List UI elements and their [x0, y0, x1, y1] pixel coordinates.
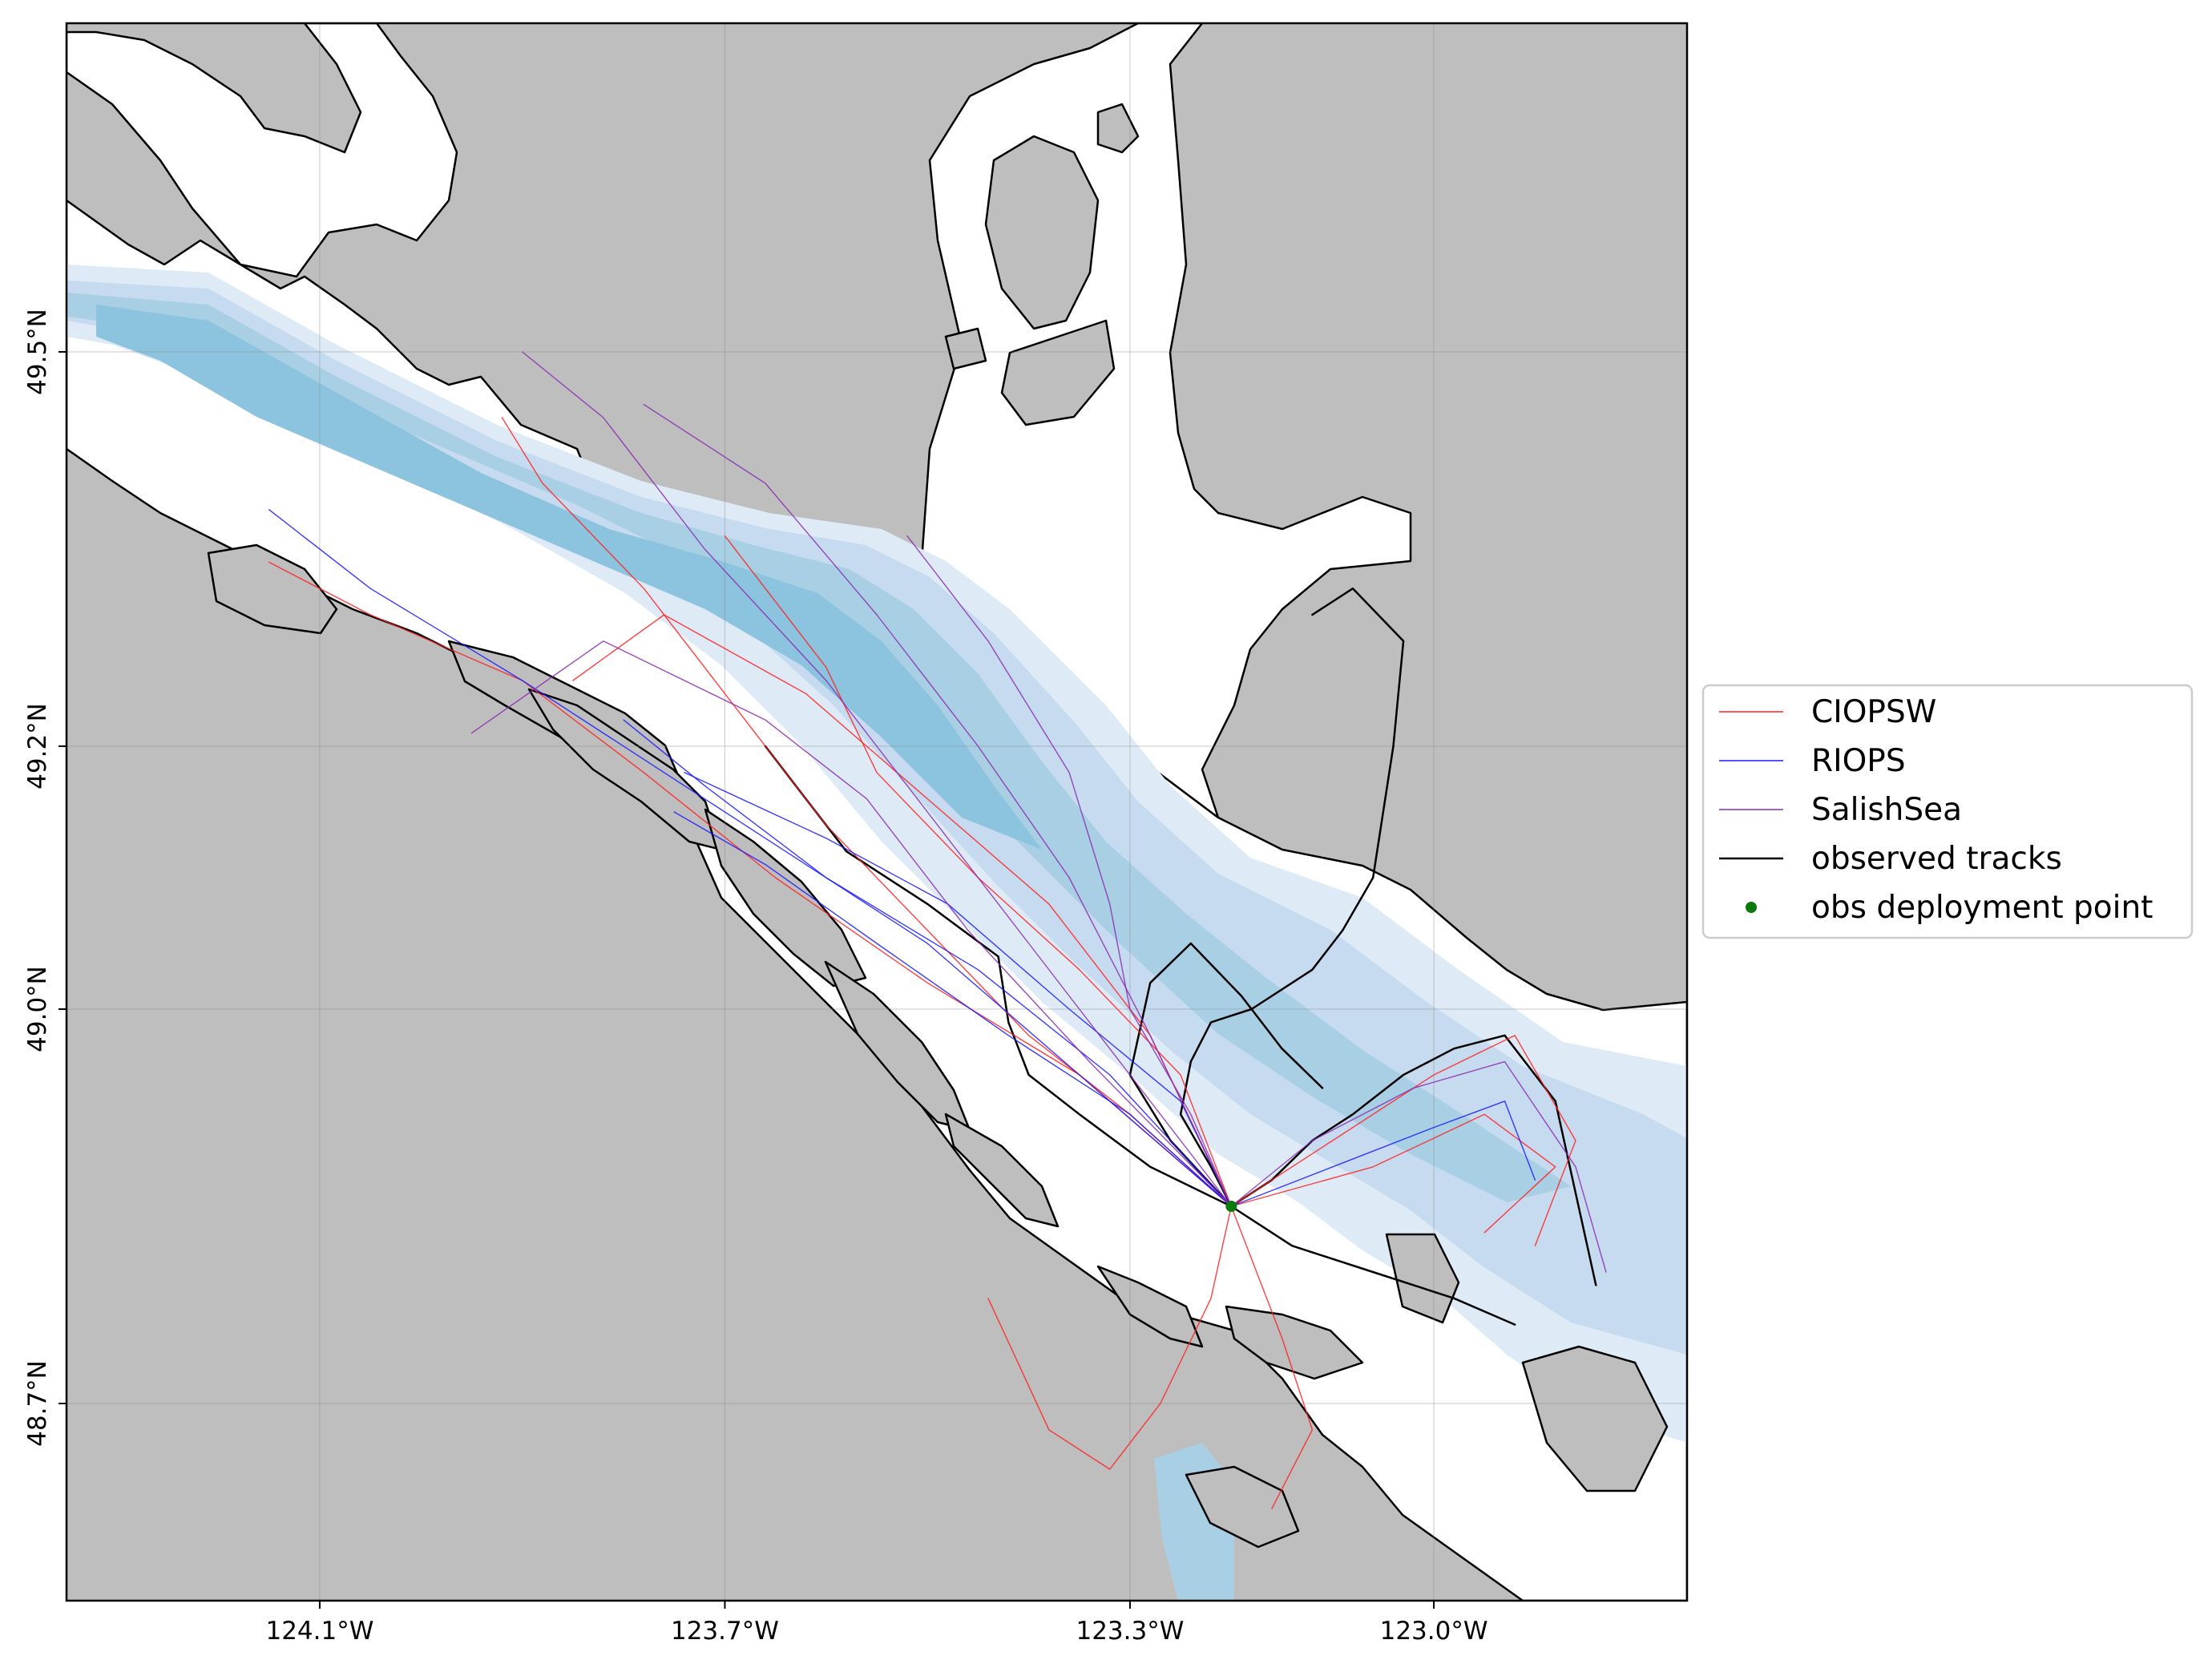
track-observed-tracks: [1179, 587, 1405, 1208]
bathymetry-band-2: [67, 281, 1687, 1355]
track-riops: [1230, 1101, 1536, 1207]
x-tick-label: 123.7°W: [671, 1617, 779, 1646]
island: [984, 135, 1100, 330]
bathymetry-band-3: [67, 293, 1571, 1202]
track-observed-tracks: [1128, 942, 1324, 1208]
x-tick-label: 123.0°W: [1380, 1617, 1488, 1646]
track-salishsea: [470, 640, 1232, 1207]
x-tick-label: 123.3°W: [1076, 1617, 1184, 1646]
island: [207, 543, 338, 635]
legend-label: observed tracks: [1811, 841, 2062, 877]
track-ciopsw: [1230, 1206, 1314, 1509]
legend: CIOPSW RIOPS SalishSea observed tracks obs d…: [1701, 684, 2194, 939]
island: [944, 1113, 1060, 1228]
island: [1000, 319, 1116, 426]
legend-label: obs deployment point: [1811, 890, 2153, 926]
track-layer: [268, 351, 1607, 1509]
island: [1185, 1465, 1300, 1549]
bathymetry-band-4: [96, 305, 1042, 850]
track-ciopsw: [501, 417, 1232, 1207]
bathymetry-band-1: [67, 265, 1687, 1443]
track-salishsea: [643, 403, 1232, 1207]
legend-box: [1701, 684, 2194, 939]
map-area: [67, 23, 1687, 1601]
island: [944, 327, 987, 370]
track-observed-tracks: [1230, 1205, 1516, 1326]
legend-label: SalishSea: [1811, 792, 1962, 828]
x-tick-label: 124.1°W: [265, 1617, 373, 1646]
island: [1225, 1305, 1364, 1380]
track-ciopsw: [1230, 1113, 1556, 1234]
island: [1521, 1345, 1669, 1492]
legend-symbol: [1746, 902, 1757, 913]
track-riops: [684, 772, 1232, 1207]
track-ciopsw: [268, 561, 1232, 1207]
track-riops: [268, 509, 1232, 1207]
north-channel-water: [67, 23, 458, 278]
track-ciopsw: [1230, 1035, 1576, 1246]
y-tick-label: 48.7°N: [23, 1360, 52, 1447]
island: [1096, 1265, 1204, 1348]
island: [1385, 1233, 1460, 1324]
track-salishsea: [906, 535, 1232, 1207]
track-observed-tracks: [1230, 1034, 1597, 1286]
track-riops: [673, 811, 1232, 1207]
x-axis-ticks: 124.1°W 123.7°W 123.3°W 123.0°W: [265, 1601, 1488, 1646]
y-tick-label: 49.5°N: [23, 309, 52, 395]
legend-label: CIOPSW: [1811, 694, 1936, 730]
map-frame: [65, 22, 1689, 1602]
track-salishsea: [522, 351, 1232, 1207]
track-riops: [623, 719, 1232, 1207]
island: [1096, 103, 1140, 154]
y-tick-label: 49.2°N: [23, 703, 52, 790]
y-tick-label: 49.0°N: [23, 966, 52, 1052]
y-axis-ticks: 49.5°N 49.2°N 49.0°N 48.7°N: [23, 309, 67, 1447]
track-ciopsw: [987, 1206, 1232, 1470]
legend-label: RIOPS: [1811, 743, 1906, 779]
obs-deployment-point-marker: [1225, 1201, 1237, 1212]
track-salishsea: [1230, 1060, 1607, 1273]
